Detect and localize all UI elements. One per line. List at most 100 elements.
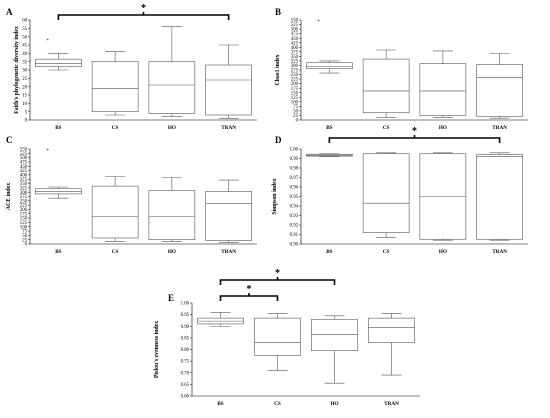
panel-d-significance-bs-tran-label: *	[412, 126, 417, 137]
panel-a-y-tick-label: 50	[22, 35, 27, 40]
panel-b-y-tick-label: 50	[293, 110, 298, 115]
panel-a-box-tran	[205, 64, 252, 116]
panel-b-y-tick-label: 125	[291, 96, 299, 101]
panel-e-category-label: TRAN	[384, 401, 399, 407]
panel-a-letter: A	[6, 7, 13, 17]
panel-c-box-tran	[205, 191, 252, 241]
panel-c-y-tick-label: 100	[20, 225, 28, 230]
panel-c-category-label: CS	[112, 249, 119, 255]
panel-c-y-tick-label: 375	[20, 178, 28, 183]
panel-b-y-tick-label: 100	[291, 100, 299, 105]
panel-d-y-tick-label: 0.93	[290, 214, 299, 219]
panel-d-category-label: TRAN	[492, 249, 507, 255]
panel-a-y-tick-label: 25	[22, 77, 27, 82]
panel-c-y-tick-label: 225	[20, 204, 28, 209]
panel-c-y-tick-label: 25	[22, 238, 27, 243]
panel-a-box-bs-outlier: *	[46, 39, 49, 44]
panel-d-y-axis-title: Simpson index	[272, 178, 278, 214]
panel-d-y-tick-label: 0.94	[290, 205, 299, 210]
panel-b-y-tick-label: 75	[293, 105, 298, 110]
panel-c-y-tick-label: 475	[20, 161, 28, 166]
panel-b-y-tick-label: 525	[291, 23, 299, 28]
panel-b-y-tick-label: 350	[291, 55, 299, 60]
panel-c-y-tick-label: 150	[20, 217, 28, 222]
panel-b-box-tran	[476, 64, 523, 117]
panel-b-y-tick-label: 150	[291, 91, 299, 96]
panel-d-y-tick-label: 0.92	[290, 224, 299, 229]
panel-b-category-label: BS	[326, 125, 332, 131]
panel-a-category-label: HO	[168, 125, 176, 131]
panel-c-box-ho	[148, 190, 196, 240]
panel-b-y-tick-label: 375	[291, 50, 299, 55]
panel-a-y-tick-label: 15	[22, 94, 27, 99]
panel-b-box-cs	[362, 58, 410, 114]
panel-a-y-tick-label: 45	[22, 44, 27, 49]
panel-a-category-label: CS	[112, 125, 119, 131]
panel-e-box-cs	[254, 317, 301, 356]
panel-b-category-label: HO	[439, 125, 447, 131]
panel-c-y-tick-label: 450	[20, 165, 28, 170]
panel-b-y-tick-label: 25	[293, 114, 298, 119]
panel-b-y-tick-label: 550	[291, 19, 299, 24]
panel-b-y-tick-label: 200	[291, 82, 299, 87]
panel-d-category-label: HO	[439, 249, 447, 255]
panel-c-y-tick-label: 50	[22, 234, 27, 239]
panel-c-category-label: TRAN	[221, 249, 236, 255]
panel-d-y-tick-label: 0.91	[290, 233, 299, 238]
panel-b-y-tick-label: 425	[291, 41, 299, 46]
panel-b-y-tick-label: 250	[291, 73, 299, 78]
panel-e-y-tick-label: 0.95	[181, 313, 190, 318]
panel-e-significance-bs-cs-label: *	[247, 284, 252, 295]
panel-c-y-tick-label: 125	[20, 221, 28, 226]
panel-a-y-tick-label: 55	[22, 27, 27, 32]
panel-b-box-bs-outlier: *	[317, 20, 320, 25]
panel-c-y-tick-label: 400	[20, 174, 28, 179]
panel-a-box-ho	[148, 61, 196, 114]
panel-a-y-tick-label: 0	[25, 119, 28, 124]
panel-e-y-tick-label: 0.75	[181, 360, 190, 365]
panel-b-letter: B	[275, 7, 281, 17]
panel-c-box-bs-outlier: *	[46, 149, 49, 154]
panel-a-y-tick-label: 10	[22, 102, 27, 107]
panel-a-category-label: BS	[55, 125, 61, 131]
panel-c-y-axis-title: ACE index	[6, 183, 12, 210]
panel-c-y-tick-label: 175	[20, 212, 28, 217]
panel-d-y-tick-label: 0.95	[290, 195, 299, 200]
panel-b-y-tick-label: 400	[291, 46, 299, 51]
panel-e-y-axis-title: Pielou's evenness index	[154, 321, 160, 378]
panel-b-category-label: TRAN	[492, 125, 507, 131]
panel-b-y-tick-label: 0	[296, 119, 299, 124]
panel-d-y-tick-label: 0.99	[290, 157, 299, 162]
panel-a-y-tick-label: 40	[22, 52, 27, 57]
panel-e-y-tick-label: 0.60	[181, 395, 190, 400]
panel-e-box-tran	[368, 317, 415, 343]
panel-c-y-tick-label: 550	[20, 148, 28, 153]
panel-e-category-label: BS	[217, 401, 223, 407]
panel-d-y-tick-label: 0.98	[290, 167, 299, 172]
panel-b-y-tick-label: 500	[291, 28, 299, 33]
panel-b-y-tick-label: 175	[291, 87, 299, 92]
panel-e-y-tick-label: 0.90	[181, 325, 190, 330]
panel-e-significance-bs-cs-bracket	[219, 295, 279, 301]
panel-e-box-ho	[311, 318, 358, 351]
panel-e-y-tick-label: 0.70	[181, 371, 190, 376]
panel-e-y-tick-label: 0.65	[181, 383, 190, 388]
panel-b-y-tick-label: 275	[291, 69, 299, 74]
panel-c-y-tick-label: 350	[20, 182, 28, 187]
panel-c-y-tick-label: 75	[22, 230, 27, 235]
panel-c-y-tick-label: 275	[20, 195, 28, 200]
panel-c-y-tick-label: 325	[20, 186, 28, 191]
panel-a-box-bs	[35, 58, 82, 67]
panel-c-y-tick-label: 525	[20, 152, 28, 157]
panel-e-y-tick-label: 0.80	[181, 348, 190, 353]
panel-d-y-tick-label: 0.90	[290, 243, 299, 248]
panel-e-letter: E	[168, 293, 174, 303]
panel-e-y-tick-label: 0.85	[181, 336, 190, 341]
panel-d-letter: D	[275, 135, 282, 145]
panel-d-y-tick-label: 1.00	[290, 148, 299, 153]
panel-c-category-label: BS	[55, 249, 61, 255]
panel-b-y-axis-title: Chao1 index	[275, 54, 281, 85]
panel-a-category-label: TRAN	[221, 125, 236, 131]
panel-c-box-cs	[91, 185, 139, 239]
